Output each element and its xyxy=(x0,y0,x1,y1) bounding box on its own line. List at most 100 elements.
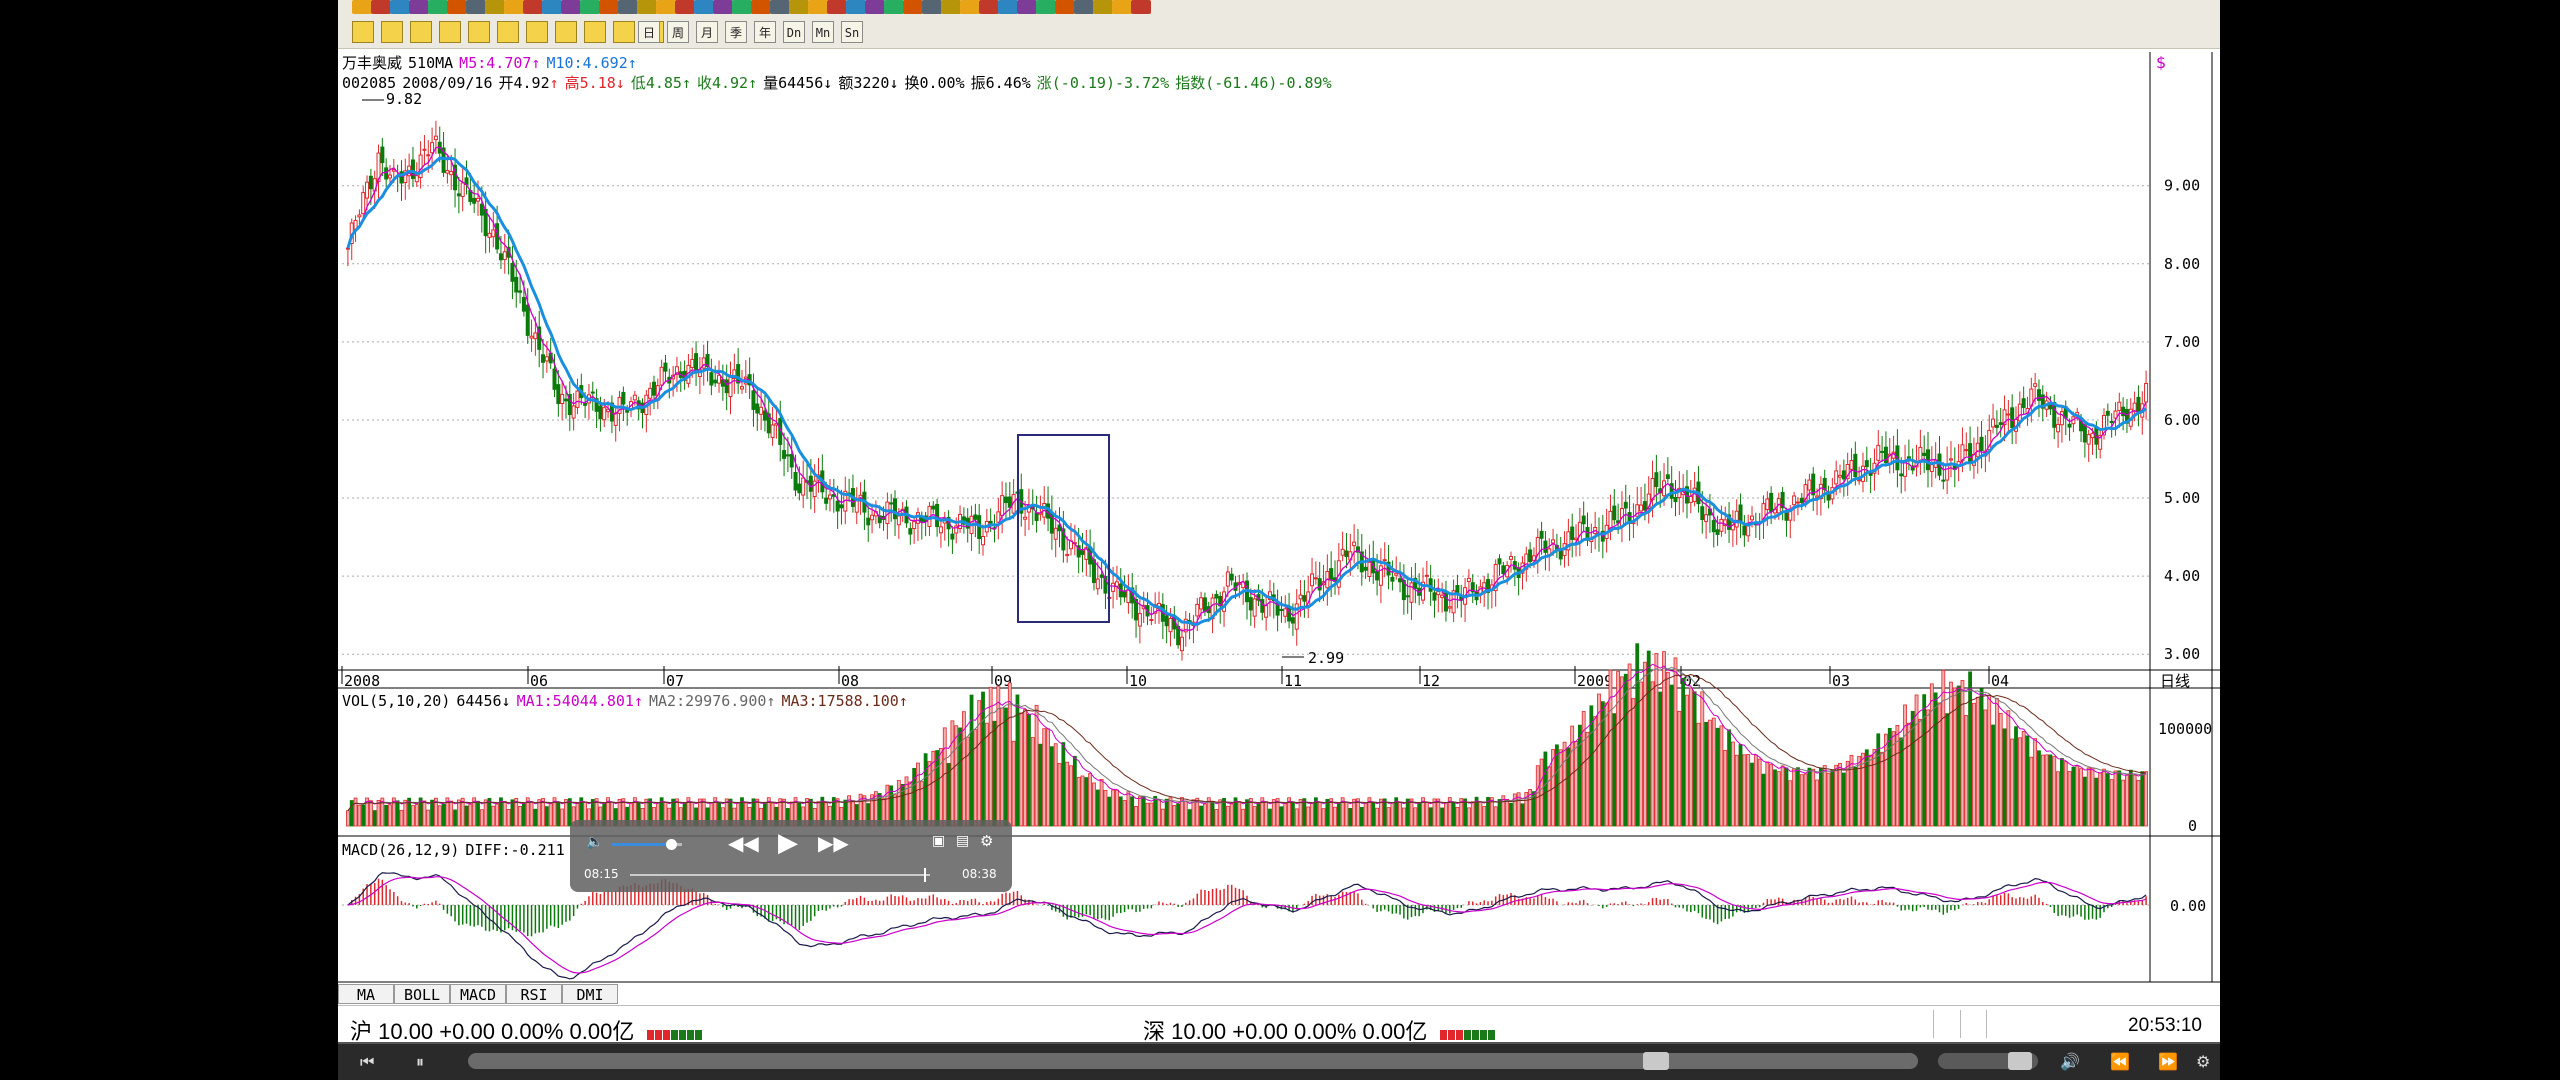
toolbar-button[interactable] xyxy=(751,0,771,14)
toolbar-button[interactable] xyxy=(998,0,1018,14)
toolbar-button[interactable] xyxy=(542,0,562,14)
toolbar-button[interactable] xyxy=(789,0,809,14)
tab-macd[interactable]: MACD xyxy=(450,984,506,1004)
period-button-4[interactable]: 年 xyxy=(754,21,776,43)
fast-forward-icon[interactable]: ▶▶ xyxy=(818,831,849,855)
indicator-shortcut-button[interactable] xyxy=(613,21,635,43)
speaker-icon[interactable]: 🔈 xyxy=(586,834,604,850)
pip-icon[interactable]: ▣ xyxy=(932,833,946,849)
play-icon[interactable]: ▶ xyxy=(778,828,798,858)
chart-canvas[interactable]: 9.00 8.00 7.00 6.00 5.00 4.00 3.00 $2008 06 07 08 0… xyxy=(338,0,2220,1000)
volume-bar xyxy=(1803,773,1808,827)
volume-bar xyxy=(1532,791,1536,827)
settings-icon[interactable]: ⚙ xyxy=(2196,1052,2211,1071)
indicator-shortcut-button[interactable] xyxy=(439,21,461,43)
rewind-icon[interactable]: ◀◀ xyxy=(728,831,759,855)
candle-up xyxy=(717,374,722,384)
airplay-icon[interactable]: ▤ xyxy=(956,833,970,849)
indicator-shortcut-button[interactable] xyxy=(555,21,577,43)
toolbar-button[interactable] xyxy=(447,0,467,14)
overlay-progress-bar[interactable] xyxy=(630,868,930,882)
toolbar-button[interactable] xyxy=(675,0,695,14)
tab-ma[interactable]: MA xyxy=(338,984,394,1004)
skip-back-icon[interactable]: ⏮ xyxy=(360,1052,375,1071)
toolbar-button[interactable] xyxy=(371,0,391,14)
toolbar-button[interactable] xyxy=(561,0,581,14)
indicator-shortcut-button[interactable] xyxy=(381,21,403,43)
tab-boll[interactable]: BOLL xyxy=(394,984,450,1004)
toolbar-button[interactable] xyxy=(599,0,619,14)
toolbar-button[interactable] xyxy=(637,0,657,14)
period-button-1[interactable]: 周 xyxy=(667,21,689,43)
toolbar-button[interactable] xyxy=(903,0,923,14)
indicator-shortcut-button[interactable] xyxy=(468,21,490,43)
toolbar-button[interactable] xyxy=(770,0,790,14)
toolbar-button[interactable] xyxy=(1055,0,1075,14)
toolbar-button[interactable] xyxy=(732,0,752,14)
forward-icon[interactable]: ⏩ xyxy=(2158,1052,2178,1071)
toolbar-button[interactable] xyxy=(1093,0,1113,14)
toolbar-button[interactable] xyxy=(1112,0,1132,14)
toolbar-button[interactable] xyxy=(352,0,372,14)
toolbar-button[interactable] xyxy=(523,0,543,14)
volume-bar xyxy=(1145,802,1150,827)
toolbar-button[interactable] xyxy=(941,0,961,14)
settings-gear-icon[interactable]: ⚙ xyxy=(980,832,994,850)
candle-up xyxy=(954,525,959,534)
volume-bar xyxy=(1367,797,1372,827)
period-button-6[interactable]: Mn xyxy=(812,21,834,43)
period-button-5[interactable]: Dn xyxy=(783,21,805,43)
period-button-2[interactable]: 月 xyxy=(696,21,718,43)
toolbar-button[interactable] xyxy=(827,0,847,14)
overlay-progress-knob[interactable] xyxy=(924,868,926,882)
player-volume-thumb[interactable] xyxy=(2008,1052,2032,1070)
overlay-volume-slider[interactable] xyxy=(612,839,682,850)
indicator-shortcut-button[interactable] xyxy=(410,21,432,43)
toolbar-button[interactable] xyxy=(485,0,505,14)
toolbar-button[interactable] xyxy=(428,0,448,14)
toolbar-button[interactable] xyxy=(466,0,486,14)
toolbar-button[interactable] xyxy=(846,0,866,14)
toolbar-button[interactable] xyxy=(884,0,904,14)
toolbar-button[interactable] xyxy=(694,0,714,14)
player-progress-track[interactable] xyxy=(468,1052,1918,1070)
volume-bar xyxy=(533,808,538,827)
video-overlay-controls[interactable]: 🔈 ◀◀ ▶ ▶▶ ▣ ▤ ⚙ 08:15 08:38 xyxy=(570,820,1012,892)
toolbar-button[interactable] xyxy=(1036,0,1056,14)
toolbar-button[interactable] xyxy=(656,0,676,14)
tab-rsi[interactable]: RSI xyxy=(506,984,562,1004)
overlay-volume-knob[interactable] xyxy=(665,839,677,850)
toolbar-button[interactable] xyxy=(1131,0,1151,14)
toolbar-button[interactable] xyxy=(1017,0,1037,14)
toolbar-button[interactable] xyxy=(808,0,828,14)
toolbar-button[interactable] xyxy=(713,0,733,14)
toolbar-button[interactable] xyxy=(390,0,410,14)
player-progress-thumb[interactable] xyxy=(1642,1052,1669,1070)
period-button-7[interactable]: Sn xyxy=(841,21,863,43)
player-volume-track[interactable] xyxy=(1938,1052,2038,1070)
toolbar-button[interactable] xyxy=(960,0,980,14)
toolbar-button[interactable] xyxy=(865,0,885,14)
toolbar-button[interactable] xyxy=(409,0,429,14)
volume-bar xyxy=(1646,650,1651,827)
period-button-3[interactable]: 季 xyxy=(725,21,747,43)
rewind-icon[interactable]: ⏪ xyxy=(2110,1052,2130,1071)
toolbar-button[interactable] xyxy=(618,0,638,14)
toolbar-button[interactable] xyxy=(580,0,600,14)
period-button-0[interactable]: 日 xyxy=(638,21,660,43)
volume-icon[interactable]: 🔊 xyxy=(2060,1052,2080,1071)
volume-bar xyxy=(1891,731,1896,827)
indicator-shortcut-button[interactable] xyxy=(526,21,548,43)
pause-icon[interactable]: ⏸ xyxy=(416,1052,425,1071)
volume-bar xyxy=(380,797,385,827)
toolbar-button[interactable] xyxy=(1074,0,1094,14)
tab-dmi[interactable]: DMI xyxy=(562,984,618,1004)
player-bar[interactable]: ⏮ ⏸ 🔊 ⏪ ⏩ ⚙ xyxy=(338,1042,2220,1080)
indicator-shortcut-button[interactable] xyxy=(584,21,606,43)
toolbar-button[interactable] xyxy=(922,0,942,14)
toolbar-button[interactable] xyxy=(504,0,524,14)
indicator-shortcut-button[interactable] xyxy=(497,21,519,43)
indicator-shortcut-button[interactable] xyxy=(352,21,374,43)
toolbar-button[interactable] xyxy=(979,0,999,14)
candle-up xyxy=(1053,527,1058,540)
